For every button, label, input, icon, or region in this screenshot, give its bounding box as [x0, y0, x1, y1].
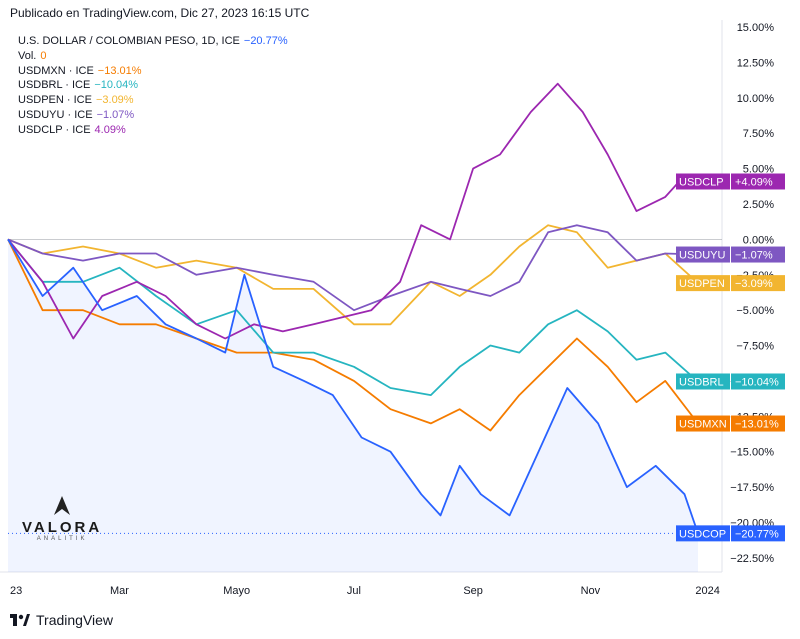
- legend-value: −20.77%: [243, 35, 288, 47]
- end-label-name: USDPEN: [679, 278, 725, 290]
- end-label-value: −20.77%: [735, 528, 779, 540]
- end-label-value-box: [731, 275, 785, 292]
- end-label-value: +4.09%: [735, 176, 773, 188]
- y-tick-label: 15.00%: [737, 22, 775, 34]
- legend-row-usduyu[interactable]: USDUYU · ICE −1.07%: [18, 108, 288, 123]
- series-line-usdpen: [7, 224, 699, 326]
- end-label-value-box: [731, 415, 785, 432]
- x-tick-label: 2024: [695, 585, 719, 597]
- legend-row-usdpen[interactable]: USDPEN · ICE −3.09%: [18, 93, 288, 108]
- end-label-name: USDUYU: [679, 250, 726, 262]
- end-label-name-box: [676, 373, 730, 390]
- end-label-value: −3.09%: [735, 278, 773, 290]
- end-label-value-box: [731, 173, 785, 190]
- end-label-name-box: [676, 246, 730, 263]
- series-line-usdbrl: [7, 238, 699, 397]
- series-line-usdmxn: [7, 239, 699, 432]
- end-label-name-box: [676, 415, 730, 432]
- end-label-usdcop: USDCOP −20.77%: [676, 525, 785, 542]
- series-line-usduyu: [7, 224, 699, 312]
- x-tick-label: Nov: [581, 585, 601, 597]
- end-label-usduyu: USDUYU −1.07%: [676, 246, 785, 263]
- end-label-value-box: [731, 246, 785, 263]
- series-line-usdclp: [7, 82, 699, 340]
- usdcop-area: [8, 239, 698, 572]
- x-tick-label: 23: [10, 585, 22, 597]
- end-label-name-box: [676, 275, 730, 292]
- tradingview-footer[interactable]: TradingView: [10, 612, 113, 628]
- brand-sub: ANALITIK: [36, 536, 88, 542]
- y-tick-label: 0.00%: [743, 234, 774, 246]
- end-label-usdclp: USDCLP +4.09%: [676, 173, 785, 190]
- end-label-usdmxn: USDMXN −13.01%: [676, 415, 785, 432]
- y-tick-label: −15.00%: [730, 447, 774, 459]
- legend-row-usdbrl[interactable]: USDBRL · ICE −10.04%: [18, 78, 288, 93]
- y-tick-label: 5.00%: [743, 164, 774, 176]
- x-tick-label: Mar: [110, 585, 129, 597]
- end-label-name: USDMXN: [679, 419, 727, 431]
- legend-value: −1.07%: [96, 108, 135, 121]
- legend-row-usdcop[interactable]: U.S. DOLLAR / COLOMBIAN PESO, 1D, ICE −20…: [18, 34, 288, 49]
- legend-row-usdclp[interactable]: USDCLP · ICE 4.09%: [18, 123, 288, 138]
- brand-name: VALORA: [22, 519, 103, 536]
- y-tick-label: −22.50%: [730, 553, 774, 565]
- legend-row-usdmxn[interactable]: USDMXN · ICE −13.01%: [18, 64, 288, 79]
- legend-value: −13.01%: [97, 64, 142, 77]
- valora-logo-icon: [54, 496, 71, 515]
- legend-row-vol[interactable]: Vol. 0: [18, 49, 288, 64]
- end-label-value: −10.04%: [735, 376, 779, 388]
- tradingview-logo-icon: [10, 614, 30, 626]
- valora-watermark: VALORA ANALITIK: [22, 495, 102, 542]
- legend-value: −10.04%: [94, 79, 139, 92]
- end-label-value-box: [731, 373, 785, 390]
- tradingview-label: TradingView: [36, 612, 114, 628]
- legend-label: Vol.: [18, 49, 37, 62]
- legend-label: USDCLP · ICE: [18, 123, 91, 136]
- x-tick-label: Jul: [347, 585, 361, 597]
- end-label-name: USDCLP: [679, 176, 724, 188]
- x-tick-label: Sep: [463, 585, 483, 597]
- legend-label: USDBRL · ICE: [18, 79, 91, 92]
- series-line-usdcop: [7, 238, 699, 534]
- end-label-usdpen: USDPEN −3.09%: [676, 275, 785, 292]
- legend-label: USDMXN · ICE: [18, 64, 94, 77]
- end-label-usdbrl: USDBRL −10.04%: [676, 373, 785, 390]
- y-tick-label: −5.00%: [736, 305, 774, 317]
- legend-label: U.S. DOLLAR / COLOMBIAN PESO, 1D, ICE: [18, 35, 240, 47]
- y-tick-label: −7.50%: [736, 341, 774, 353]
- end-label-value: −1.07%: [735, 250, 773, 262]
- end-label-name: USDCOP: [679, 528, 726, 540]
- end-label-name-box: [676, 525, 730, 542]
- end-label-name: USDBRL: [679, 376, 724, 388]
- y-tick-label: 12.50%: [737, 57, 775, 69]
- legend-label: USDUYU · ICE: [18, 108, 93, 121]
- y-tick-label: 10.00%: [737, 93, 775, 105]
- x-tick-label: Mayo: [223, 585, 250, 597]
- end-label-value: −13.01%: [735, 419, 779, 431]
- end-label-name-box: [676, 173, 730, 190]
- legend-value: 4.09%: [94, 123, 126, 136]
- y-tick-label: 7.50%: [743, 128, 774, 140]
- legend-value: −3.09%: [95, 94, 134, 107]
- legend-value: 0: [40, 49, 47, 62]
- end-label-value-box: [731, 525, 785, 542]
- published-caption: Publicado en TradingView.com, Dic 27, 20…: [10, 6, 310, 20]
- legend-label: USDPEN · ICE: [18, 94, 92, 107]
- y-tick-label: 2.50%: [743, 199, 774, 211]
- y-tick-label: −17.50%: [730, 482, 774, 494]
- chart-legend: U.S. DOLLAR / COLOMBIAN PESO, 1D, ICE −20…: [18, 34, 288, 138]
